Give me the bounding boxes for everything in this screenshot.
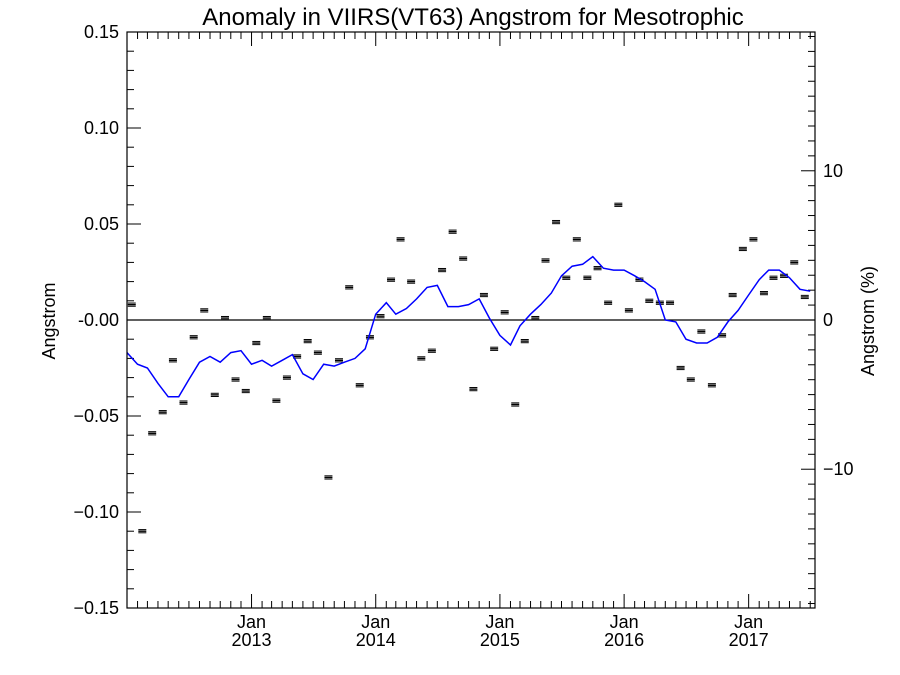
data-point (479, 292, 488, 298)
data-point (500, 310, 509, 315)
data-point (676, 365, 685, 371)
data-point (138, 529, 147, 534)
data-point (666, 300, 675, 305)
data-point (179, 400, 188, 405)
data-point (572, 237, 581, 242)
y-tick-label: 0.05 (84, 214, 119, 234)
data-point (355, 383, 364, 388)
data-point (252, 340, 261, 346)
data-point (459, 256, 468, 261)
data-point (241, 388, 250, 394)
y2-tick-label: 10 (823, 161, 843, 181)
data-point (231, 377, 240, 382)
data-point (313, 350, 322, 355)
data-point (490, 346, 499, 351)
x-tick-year-label: 2017 (729, 630, 769, 650)
data-point (728, 292, 737, 298)
data-point (520, 339, 529, 344)
data-point (448, 229, 457, 234)
chart-title: Anomaly in VIIRS(VT63) Angstrom for Meso… (202, 4, 744, 31)
x-tick-year-label: 2013 (232, 630, 272, 650)
y-tick-label: 0.15 (84, 22, 119, 42)
data-point (127, 302, 136, 307)
y-tick-label: 0.10 (84, 118, 119, 138)
data-point (272, 398, 281, 403)
data-point (541, 258, 550, 263)
data-point (396, 237, 405, 242)
data-point (303, 339, 312, 344)
data-point (469, 387, 478, 392)
data-point (707, 383, 716, 388)
data-point (511, 402, 520, 407)
data-point (220, 315, 229, 321)
data-point (387, 277, 396, 282)
data-point (282, 375, 291, 380)
data-point (583, 275, 592, 280)
x-tick-year-label: 2016 (604, 630, 644, 650)
data-point (376, 314, 385, 319)
data-point (624, 308, 633, 313)
data-point (769, 275, 778, 280)
x-tick-month-label: Jan (237, 612, 266, 632)
x-tick-month-label: Jan (361, 612, 390, 632)
x-tick-month-label: Jan (734, 612, 763, 632)
y-axis-label: Angstrom (39, 282, 59, 359)
data-point (324, 475, 333, 480)
data-point (334, 358, 343, 363)
data-point (210, 392, 219, 397)
data-point (738, 246, 747, 252)
plot-frame (126, 31, 816, 609)
data-point (800, 294, 809, 300)
data-point (593, 266, 602, 271)
data-point (168, 358, 177, 363)
running-mean-line (126, 255, 811, 398)
data-point (148, 431, 157, 436)
data-point (790, 260, 799, 265)
data-point (345, 285, 354, 290)
x-tick-month-label: Jan (610, 612, 639, 632)
data-point (614, 202, 623, 207)
data-point (438, 267, 447, 273)
y-tick-label: −0.15 (73, 598, 119, 618)
plot-area: −0.15 −0.10 −0.05 -0.00 0.05 0.10 0.15 −10 0 10 Ja… (73, 22, 853, 650)
data-point (531, 315, 540, 321)
y-tick-label: -0.00 (78, 310, 119, 330)
data-point (759, 291, 768, 296)
y2-axis-label: Angstrom (%) (858, 266, 878, 376)
data-point (427, 348, 436, 353)
data-point (697, 329, 706, 334)
y2-tick-label: 0 (823, 310, 833, 330)
data-point (158, 410, 167, 415)
y-tick-label: −0.05 (73, 406, 119, 426)
x-tick-year-label: 2015 (480, 630, 520, 650)
data-point (417, 356, 426, 361)
data-point (749, 237, 758, 242)
data-point (686, 377, 695, 382)
x-tick-month-label: Jan (485, 612, 514, 632)
data-point (645, 298, 654, 303)
x-tick-year-label: 2014 (356, 630, 396, 650)
y-tick-label: −0.10 (73, 502, 119, 522)
data-point (552, 219, 561, 225)
data-point (200, 308, 209, 313)
data-point (562, 275, 571, 280)
data-point (365, 335, 374, 340)
y2-tick-label: −10 (823, 459, 854, 479)
data-point (407, 279, 416, 284)
data-point (189, 335, 198, 340)
data-point (604, 300, 613, 305)
data-point (262, 315, 271, 321)
